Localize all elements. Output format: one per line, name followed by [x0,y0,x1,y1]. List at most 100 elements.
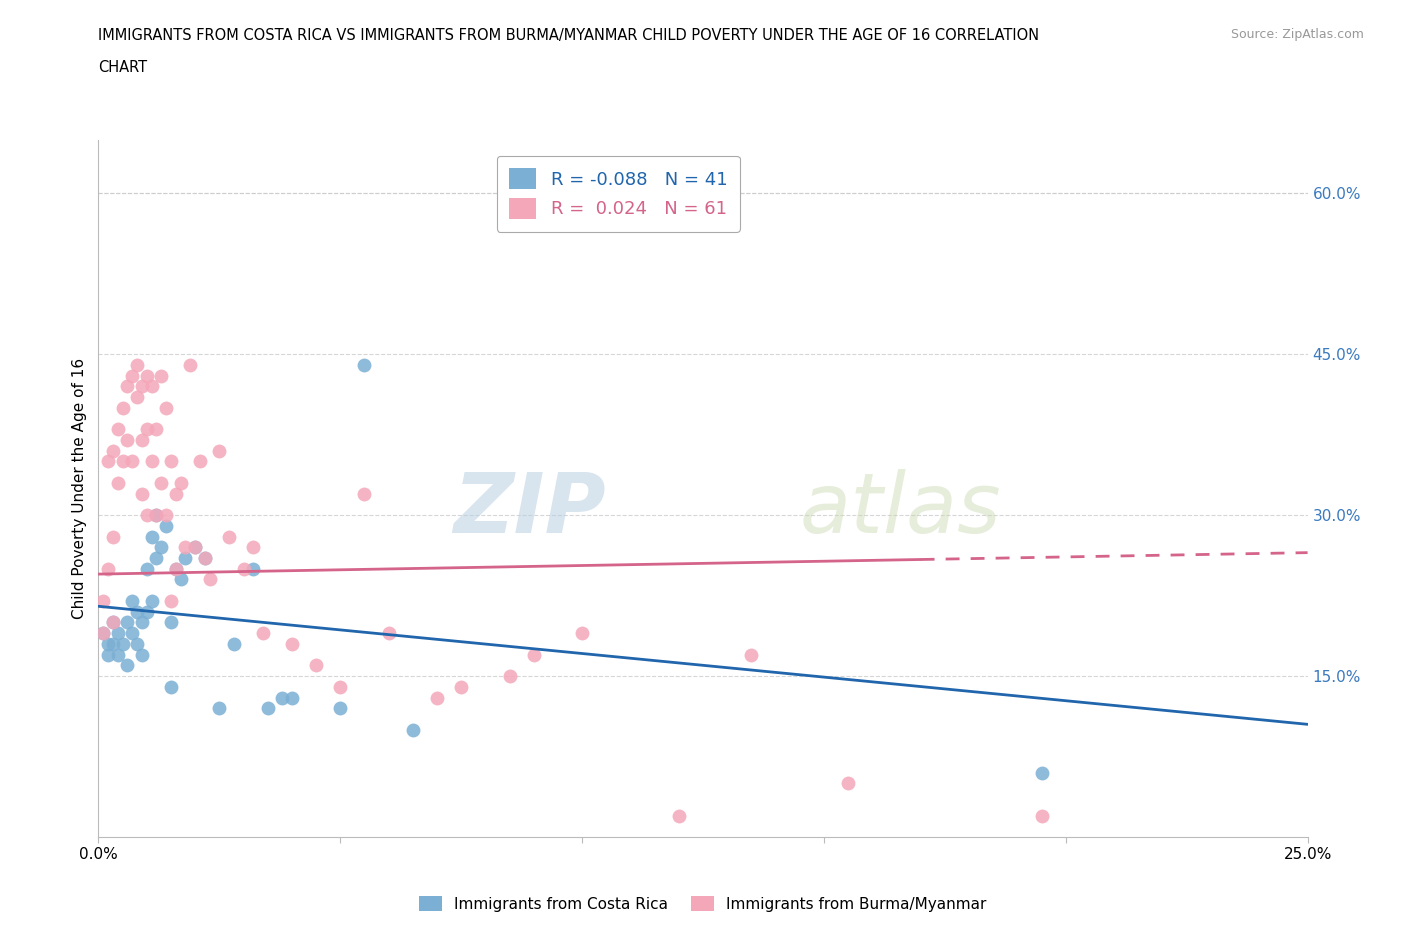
Point [117,379,139,393]
Point [131,432,153,447]
Point [127,636,149,651]
Point [131,486,153,501]
Point [91,626,114,641]
Point [121,368,143,383]
Point [91,626,114,641]
Point [281,690,304,705]
Point [121,593,143,608]
Point [141,454,163,469]
Point [150,475,173,490]
Point [1031,765,1053,780]
Point [174,539,197,554]
Point [131,615,153,630]
Point [232,562,254,577]
Point [271,690,294,705]
Point [135,422,157,437]
Point [101,529,124,544]
Point [329,679,352,694]
Point [184,539,207,554]
Point [353,357,375,372]
Point [117,615,139,630]
Point [117,432,139,447]
Point [740,647,762,662]
Point [155,508,177,523]
Point [97,562,120,577]
Text: atlas: atlas [800,469,1001,550]
Point [174,551,197,565]
Text: CHART: CHART [98,60,148,75]
Point [127,604,149,619]
Point [91,593,114,608]
Point [117,658,139,672]
Point [450,679,472,694]
Point [101,444,124,458]
Text: ZIP: ZIP [454,469,606,550]
Point [150,539,173,554]
Point [160,454,183,469]
Point [107,647,129,662]
Point [131,379,153,393]
Point [194,551,217,565]
Point [160,593,183,608]
Point [101,615,124,630]
Point [160,679,183,694]
Point [194,551,217,565]
Point [523,647,546,662]
Point [111,400,134,415]
Point [141,529,163,544]
Point [141,379,163,393]
Point [107,475,129,490]
Point [160,615,183,630]
Point [121,454,143,469]
Point [169,572,191,587]
Point [155,400,177,415]
Text: Source: ZipAtlas.com: Source: ZipAtlas.com [1230,28,1364,41]
Point [135,562,157,577]
Point [571,626,593,641]
Point [145,508,167,523]
Point [668,808,690,823]
Point [208,444,231,458]
Point [242,539,264,554]
Point [127,390,149,405]
Point [208,701,231,716]
Point [135,604,157,619]
Point [198,572,221,587]
Point [305,658,328,672]
Point [222,636,245,651]
Point [498,669,520,684]
Point [97,636,120,651]
Point [111,454,134,469]
Point [256,701,278,716]
Point [281,636,304,651]
Point [169,475,191,490]
Point [353,486,375,501]
Point [252,626,274,641]
Point [97,454,120,469]
Point [1031,808,1053,823]
Point [329,701,352,716]
Point [145,551,167,565]
Point [145,422,167,437]
Point [150,368,173,383]
Point [135,508,157,523]
Point [179,357,201,372]
Point [155,518,177,533]
Point [101,636,124,651]
Text: IMMIGRANTS FROM COSTA RICA VS IMMIGRANTS FROM BURMA/MYANMAR CHILD POVERTY UNDER : IMMIGRANTS FROM COSTA RICA VS IMMIGRANTS… [98,28,1039,43]
Point [145,508,167,523]
Point [377,626,399,641]
Point [426,690,449,705]
Point [121,626,143,641]
Point [188,454,211,469]
Point [165,562,187,577]
Legend: Immigrants from Costa Rica, Immigrants from Burma/Myanmar: Immigrants from Costa Rica, Immigrants f… [413,889,993,918]
Point [242,562,264,577]
Point [111,636,134,651]
Point [107,422,129,437]
Point [402,723,425,737]
Point [127,357,149,372]
Y-axis label: Child Poverty Under the Age of 16: Child Poverty Under the Age of 16 [72,358,87,618]
Point [101,615,124,630]
Legend: R = -0.088   N = 41, R =  0.024   N = 61: R = -0.088 N = 41, R = 0.024 N = 61 [496,155,740,232]
